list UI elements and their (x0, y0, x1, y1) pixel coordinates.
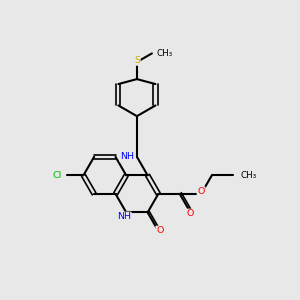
Text: O: O (197, 187, 205, 196)
Text: CH₃: CH₃ (156, 49, 172, 58)
Text: NH: NH (117, 212, 131, 221)
Text: O: O (156, 226, 164, 236)
Text: Cl: Cl (53, 171, 62, 180)
Text: NH: NH (120, 152, 134, 161)
Text: CH₃: CH₃ (241, 171, 257, 180)
Text: O: O (187, 209, 194, 218)
Text: S: S (134, 56, 140, 65)
